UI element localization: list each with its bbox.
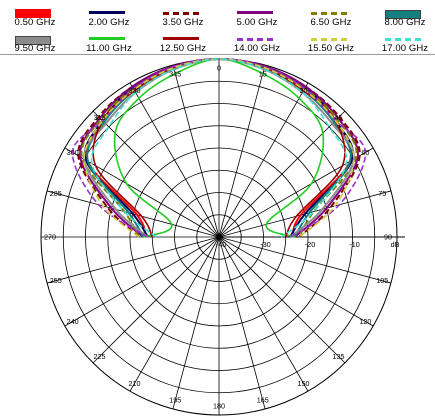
angle-tick-label: 30: [300, 86, 308, 95]
grid-spoke: [46, 236, 220, 284]
grid-spoke: [129, 236, 220, 392]
series-line-14-00-ghz: [71, 58, 367, 238]
grid-spoke: [92, 236, 220, 364]
radial-unit-label: dB: [391, 240, 400, 249]
legend-item-0-50-ghz: 0.50 GHz: [0, 4, 72, 30]
legend-label: 11.00 GHz: [86, 43, 132, 54]
legend-item-17-00-ghz: 17.00 GHz: [370, 30, 435, 56]
angle-tick-label: 45: [335, 113, 343, 122]
legend-label: 12.50 GHz: [159, 43, 207, 54]
legend-swatch: [163, 37, 199, 40]
legend-label: 8.00 GHz: [384, 17, 426, 28]
legend-label: 2.00 GHz: [88, 17, 130, 28]
legend-swatch: [311, 38, 347, 41]
angle-tick-label: 225: [94, 352, 106, 361]
grid-spoke: [129, 82, 220, 238]
legend-swatch: [237, 11, 273, 14]
legend-swatch: [163, 12, 199, 15]
legend-swatch: [15, 36, 51, 45]
polar-grid: [40, 58, 405, 416]
series-line-17-00-ghz: [90, 58, 348, 238]
angle-tick-label: 15: [259, 69, 267, 78]
grid-spoke: [218, 64, 266, 238]
legend-label: 6.50 GHz: [310, 17, 352, 28]
angle-tick-label: 270: [44, 233, 56, 242]
legend-item-15-50-ghz: 15.50 GHz: [296, 30, 368, 56]
angle-tick-label: 120: [359, 317, 371, 326]
grid-spoke: [218, 236, 266, 410]
legend-item-3-50-ghz: 3.50 GHz: [148, 4, 220, 30]
grid-spoke: [218, 110, 346, 238]
angle-tick-label: 285: [50, 189, 62, 198]
legend-item-9-50-ghz: 9.50 GHz: [0, 30, 72, 56]
legend-label: 15.50 GHz: [307, 43, 355, 54]
legend-label: 9.50 GHz: [14, 43, 56, 54]
series-line-3-50-ghz: [77, 58, 361, 238]
angle-tick-label: 315: [94, 113, 106, 122]
legend-item-8-00-ghz: 8.00 GHz: [370, 4, 435, 30]
radial-tick-label: -10: [349, 240, 359, 249]
legend-label: 17.00 GHz: [381, 43, 429, 54]
angle-tick-label: 150: [298, 379, 310, 388]
radial-tick-label: -20: [305, 240, 315, 249]
legend-label: 3.50 GHz: [162, 17, 204, 28]
grid-spoke: [218, 236, 346, 364]
grid-spoke: [218, 82, 309, 238]
legend-item-14-00-ghz: 14.00 GHz: [222, 30, 294, 56]
grid-spoke: [218, 236, 392, 284]
legend-swatch: [385, 38, 421, 41]
legend-swatch: [15, 9, 51, 18]
legend-label: 5.00 GHz: [236, 17, 278, 28]
angle-tick-label: 165: [257, 396, 269, 405]
legend-item-6-50-ghz: 6.50 GHz: [296, 4, 368, 30]
grid-spoke: [172, 64, 220, 238]
grid-spoke: [64, 147, 220, 238]
angle-tick-label: 255: [50, 276, 62, 285]
angle-tick-label: 300: [67, 148, 79, 157]
series-group: [71, 58, 367, 238]
angle-tick-label: 105: [376, 276, 388, 285]
legend-item-5-00-ghz: 5.00 GHz: [222, 4, 294, 30]
legend-swatch: [89, 11, 125, 14]
grid-spoke: [92, 110, 220, 238]
radial-tick-label: -30: [260, 240, 270, 249]
angle-tick-label: 195: [169, 396, 181, 405]
grid-spoke: [172, 236, 220, 410]
grid-spoke: [218, 236, 309, 392]
legend-swatch: [385, 10, 421, 19]
axis-labels: 0 15 30 45 60 75 90 105 120 135 150 165 180 195 210 225…: [44, 64, 400, 411]
legend-swatch: [237, 38, 273, 41]
legend-item-2-00-ghz: 2.00 GHz: [74, 4, 146, 30]
angle-tick-label: 180: [213, 402, 225, 411]
legend-swatch: [89, 37, 125, 40]
angle-tick-label: 135: [333, 352, 345, 361]
grid-spoke: [218, 147, 374, 238]
angle-tick-label: 60: [361, 148, 369, 157]
legend-item-12-50-ghz: 12.50 GHz: [148, 30, 220, 56]
legend-label: 14.00 GHz: [233, 43, 281, 54]
angle-tick-label: 0: [217, 64, 221, 73]
polar-chart: 0 15 30 45 60 75 90 105 120 135 150 165 180 195 210 225…: [40, 58, 405, 416]
legend-swatch: [311, 12, 347, 15]
angle-tick-label: 90: [384, 233, 392, 242]
radial-tick-label: -40: [216, 240, 226, 249]
angle-tick-label: 240: [67, 317, 79, 326]
legend-divider: [0, 54, 435, 55]
angle-tick-label: 210: [129, 379, 141, 388]
legend: 0.50 GHz 2.00 GHz 3.50 GHz 5.00 GHz 6.50 GHz…: [0, 0, 435, 56]
angle-tick-label: 330: [129, 86, 141, 95]
angle-tick-label: 345: [169, 69, 181, 78]
grid-spoke: [64, 236, 220, 327]
legend-label: 0.50 GHz: [14, 17, 56, 28]
angle-tick-label: 75: [378, 189, 386, 198]
legend-item-11-00-ghz: 11.00 GHz: [74, 30, 146, 56]
grid-spoke: [218, 236, 374, 327]
